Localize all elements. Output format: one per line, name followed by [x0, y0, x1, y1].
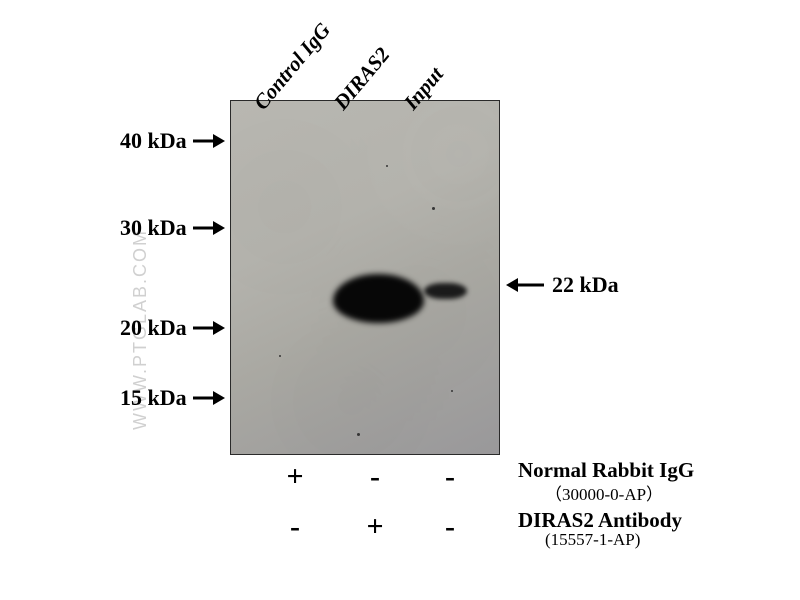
western-blot-membrane [230, 100, 500, 455]
mw-label-text: 15 kDa [120, 385, 193, 411]
protein-band [424, 283, 467, 299]
mw-label-text: 30 kDa [120, 215, 193, 241]
mw-label-text: 40 kDa [120, 128, 193, 154]
arrow-right-icon [193, 385, 225, 411]
figure-root: WWW.PTGLAB.COM Control IgGDIRAS2Input 40… [0, 0, 800, 600]
plus-minus-cell: - [435, 510, 465, 544]
band-size-text: 22 kDa [544, 272, 619, 297]
arrow-right-icon [193, 128, 225, 154]
plus-minus-cell: + [280, 460, 310, 494]
mw-label-text: 20 kDa [120, 315, 193, 341]
mw-marker: 40 kDa [120, 126, 225, 154]
protein-band [333, 274, 424, 323]
plus-minus-cell: + [360, 510, 390, 544]
blot-speck [357, 433, 360, 436]
arrow-left-icon [506, 272, 544, 298]
arrow-right-icon [193, 215, 225, 241]
plus-minus-cell: - [360, 460, 390, 494]
blot-speck [432, 207, 435, 210]
mw-marker: 20 kDa [120, 313, 225, 341]
antibody-catalog-number: （30000-0-AP） [545, 480, 663, 505]
arrow-right-icon [193, 315, 225, 341]
mw-marker: 30 kDa [120, 213, 225, 241]
mw-marker: 15 kDa [120, 383, 225, 411]
plus-minus-cell: - [280, 510, 310, 544]
band-size-label: 22 kDa [506, 270, 619, 298]
antibody-catalog-number: (15557-1-AP) [545, 530, 640, 550]
plus-minus-cell: - [435, 460, 465, 494]
